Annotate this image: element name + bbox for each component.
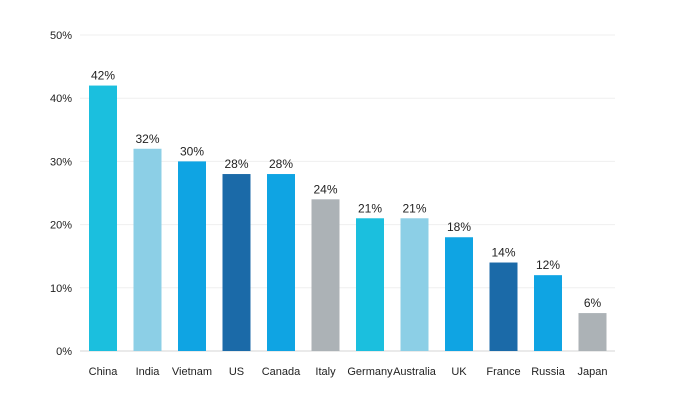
x-tick-label-france: France bbox=[486, 366, 520, 378]
gridlines bbox=[80, 34, 615, 352]
value-label-italy: 24% bbox=[313, 182, 337, 196]
x-tick-label-vietnam: Vietnam bbox=[172, 366, 212, 378]
bar-india bbox=[133, 148, 162, 351]
y-axis-ticks: 0% 10% 20% 30% 40% 50% bbox=[50, 30, 72, 358]
y-tick-label: 50% bbox=[50, 30, 72, 42]
value-label-germany: 21% bbox=[358, 201, 382, 215]
bar-uk bbox=[445, 237, 473, 351]
bar-canada bbox=[267, 174, 295, 351]
bar-germany bbox=[356, 218, 384, 351]
x-tick-label-italy: Italy bbox=[315, 366, 336, 378]
value-label-canada: 28% bbox=[269, 157, 293, 171]
value-labels: 42% 32% 30% 28% 28% 24% 21% 21% 18% 14% 12% 6% bbox=[91, 69, 602, 311]
x-tick-label-australia: Australia bbox=[393, 366, 437, 378]
bar-italy bbox=[311, 199, 340, 351]
x-tick-label-canada: Canada bbox=[262, 366, 301, 378]
value-label-japan: 6% bbox=[584, 296, 602, 310]
bar-france bbox=[489, 262, 518, 351]
value-label-russia: 12% bbox=[536, 258, 560, 272]
y-tick-label: 20% bbox=[50, 220, 72, 232]
bar-australia bbox=[400, 218, 429, 351]
value-label-uk: 18% bbox=[447, 220, 471, 234]
value-label-india: 32% bbox=[135, 132, 159, 146]
value-label-australia: 21% bbox=[402, 201, 426, 215]
bar-china bbox=[89, 85, 117, 351]
y-tick-label: 30% bbox=[50, 156, 72, 168]
bar-russia bbox=[534, 275, 562, 351]
value-label-us: 28% bbox=[224, 157, 248, 171]
x-tick-label-china: China bbox=[89, 366, 119, 378]
x-tick-label-japan: Japan bbox=[578, 366, 608, 378]
value-label-france: 14% bbox=[491, 246, 515, 260]
x-tick-label-us: US bbox=[229, 366, 244, 378]
bars bbox=[89, 85, 607, 351]
x-tick-label-uk: UK bbox=[451, 366, 467, 378]
x-tick-label-germany: Germany bbox=[347, 366, 393, 378]
value-label-vietnam: 30% bbox=[180, 144, 204, 158]
value-label-china: 42% bbox=[91, 69, 115, 83]
x-axis-labels: China India Vietnam US Canada Italy Germany Aus… bbox=[89, 366, 608, 378]
bar-us bbox=[222, 174, 251, 351]
y-tick-label: 10% bbox=[50, 283, 72, 295]
y-tick-label: 0% bbox=[56, 346, 72, 358]
bar-vietnam bbox=[178, 161, 206, 351]
bar-japan bbox=[578, 313, 607, 351]
x-tick-label-india: India bbox=[136, 366, 161, 378]
y-tick-label: 40% bbox=[50, 93, 72, 105]
x-tick-label-russia: Russia bbox=[531, 366, 566, 378]
